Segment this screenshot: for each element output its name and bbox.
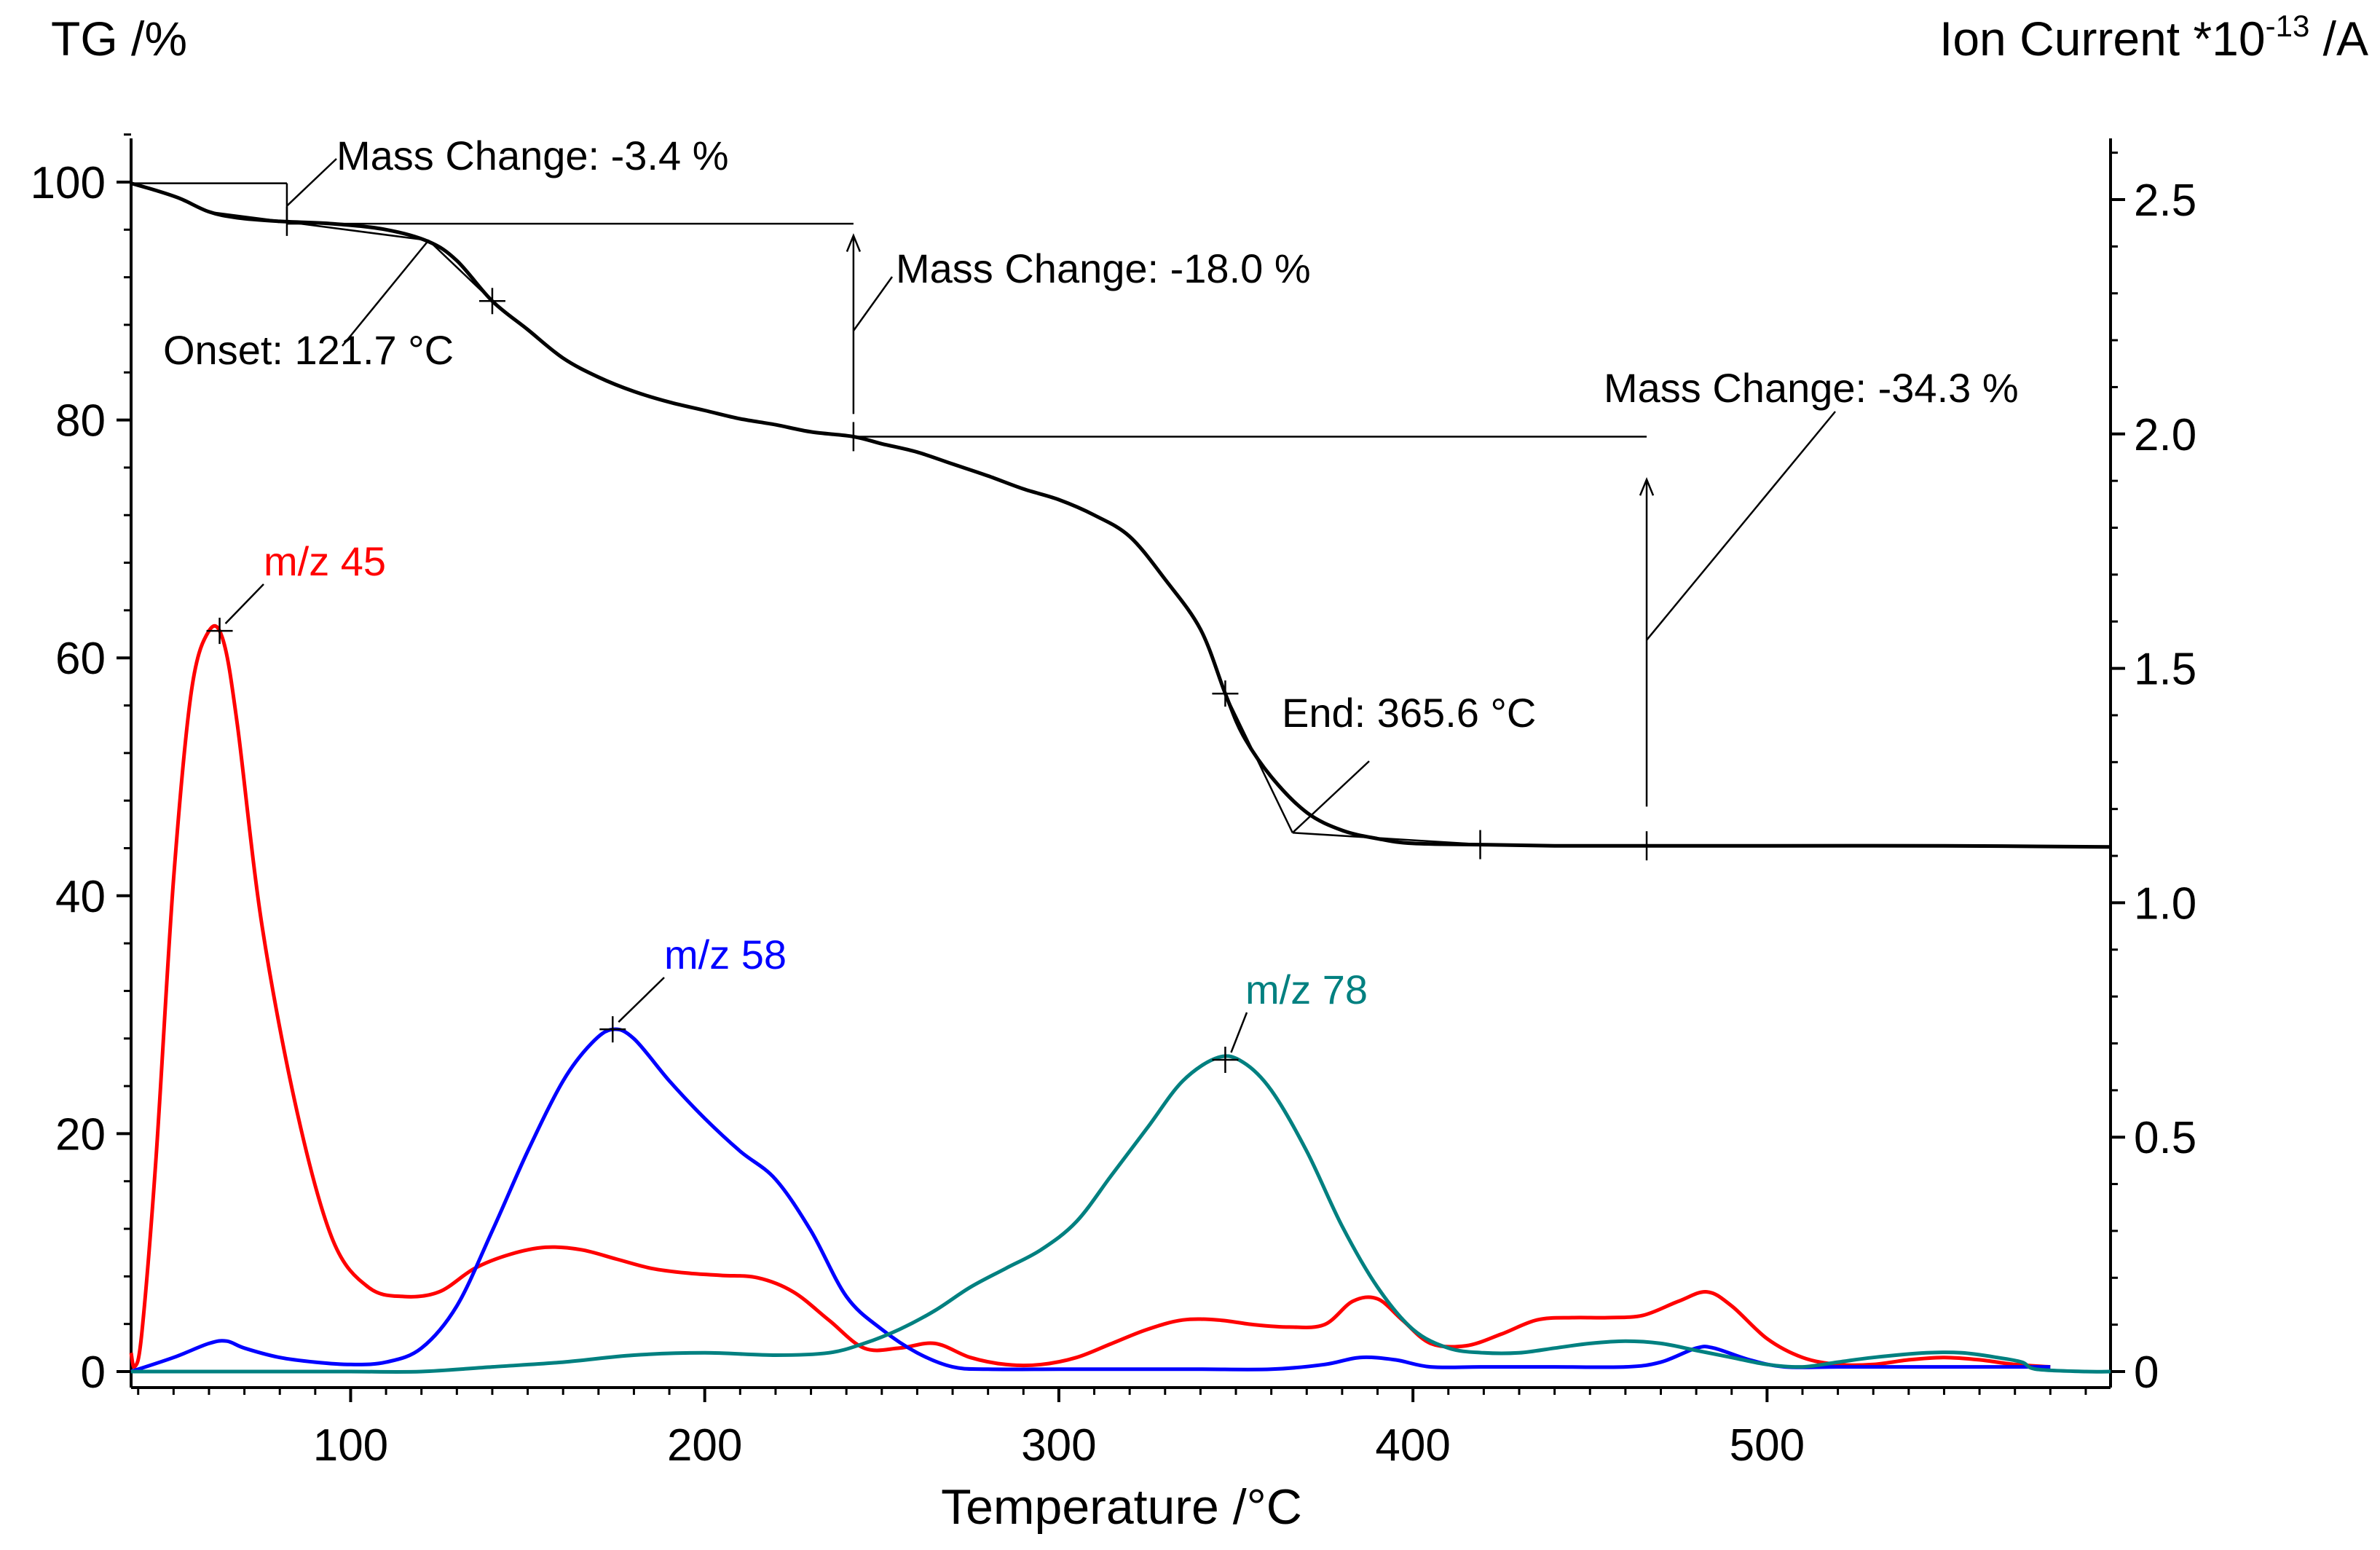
y-right-tick-label: 0	[2134, 1348, 2159, 1398]
y-right-tick-label: 2.5	[2134, 176, 2196, 226]
y-left-tick-label: 60	[55, 634, 106, 684]
onset-leader	[342, 240, 430, 347]
mass-change-2-leader	[852, 276, 894, 331]
mass-change-1-label: Mass Change: -3.4 %	[336, 133, 728, 178]
mz58-leader	[618, 977, 665, 1023]
end-label: End: 365.6 °C	[1282, 690, 1536, 736]
mz58-label: m/z 58	[664, 932, 787, 977]
onset-label: Onset: 121.7 °C	[163, 327, 454, 373]
ticks: 100 200 300 400 500 0 20 40 60 80 100 0 0.5 1.0 1.5 2.0…	[31, 133, 2196, 1471]
mz78-curve	[131, 1054, 2111, 1374]
end-tangent-2	[1292, 832, 1484, 846]
mz45-curve	[129, 623, 2051, 1369]
mass-change-3-arrow	[1639, 476, 1655, 807]
mz78-leader	[1230, 1012, 1248, 1053]
mass-change-1-leader	[286, 158, 337, 207]
x-axis-title: Temperature /°C	[941, 1479, 1302, 1535]
y-right-tick-label: 0.5	[2134, 1113, 2196, 1163]
y-left-tick-label: 80	[55, 396, 106, 446]
end-tangent-1	[1224, 693, 1293, 833]
onset-tangent-1	[208, 211, 429, 242]
annotation-texts: Mass Change: -3.4 % Mass Change: -18.0 %…	[163, 133, 2019, 1012]
tg-inflection-marker-2	[1212, 680, 1239, 707]
y-left-axis-title: TG /%	[51, 12, 187, 66]
mz78-peak-marker	[1212, 1047, 1239, 1074]
mz45-label: m/z 45	[264, 538, 386, 584]
y-left-tick-label: 100	[31, 158, 106, 208]
y-right-axis-title: Ion Current *10-13 /A	[1939, 9, 2368, 66]
y-left-tick-label: 0	[81, 1348, 106, 1398]
mz58-curve	[130, 1027, 2051, 1374]
y-right-tick-label: 1.0	[2134, 878, 2196, 929]
y-right-tick-label: 1.5	[2134, 645, 2196, 695]
annotation-marks	[131, 158, 1836, 1074]
x-tick-label: 400	[1375, 1420, 1450, 1471]
x-tick-label: 500	[1730, 1420, 1805, 1471]
y-right-axis-title-prefix: Ion Current *10	[1939, 12, 2266, 66]
y-right-axis-title-suffix: /A	[2309, 12, 2368, 66]
onset-tangent-2	[427, 240, 493, 302]
mz45-leader	[224, 583, 264, 624]
y-right-tick-label: 2.0	[2134, 410, 2196, 460]
mass-change-3-label: Mass Change: -34.3 %	[1604, 365, 2019, 411]
y-left-tick-label: 20	[55, 1109, 106, 1160]
mass-change-2-label: Mass Change: -18.0 %	[896, 245, 1311, 291]
y-left-tick-label: 40	[55, 872, 106, 922]
mz45-peak-marker	[206, 618, 233, 645]
mass-change-3-leader	[1646, 411, 1836, 641]
tg-inflection-marker-1	[478, 288, 505, 315]
x-tick-label: 300	[1021, 1420, 1096, 1471]
axes	[130, 138, 2112, 1389]
x-tick-label: 200	[667, 1420, 742, 1471]
end-leader	[1291, 760, 1370, 834]
y-right-axis-title-exponent: -13	[2266, 9, 2310, 43]
mz78-label: m/z 78	[1245, 967, 1368, 1012]
x-tick-label: 100	[313, 1420, 388, 1471]
mz58-peak-marker	[599, 1016, 626, 1043]
mass-change-2-arrow	[846, 233, 862, 414]
